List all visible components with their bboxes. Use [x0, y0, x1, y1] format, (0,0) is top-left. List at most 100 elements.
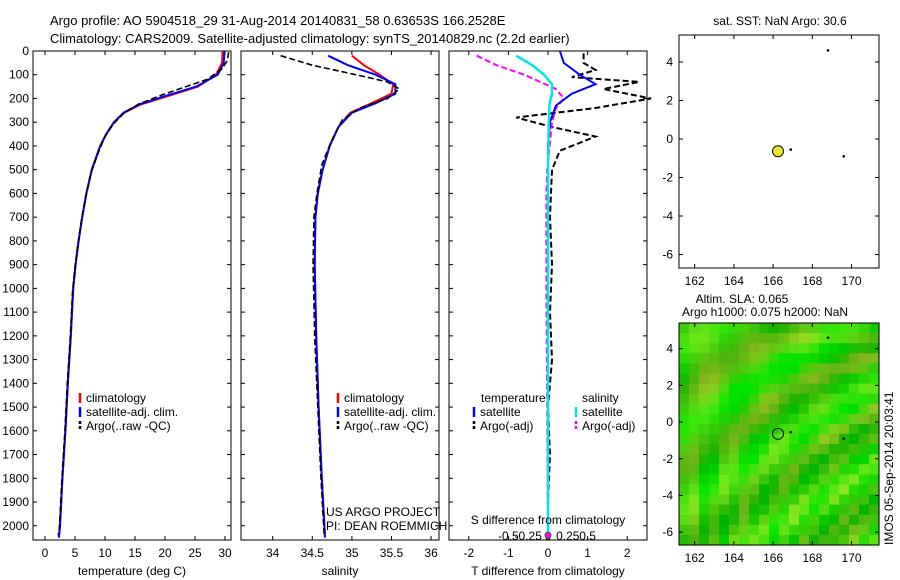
sla-map-sla-cell	[749, 474, 760, 486]
sla-map-sla-cell	[789, 403, 800, 415]
sla-map-sla-cell	[679, 454, 690, 465]
sla-map-sla-cell	[749, 514, 760, 526]
sla-map-sla-cell	[829, 474, 840, 486]
sla-map-sla-cell	[789, 434, 800, 445]
sla-map-sla-cell	[759, 474, 770, 486]
temperature-xtick-label: 20	[158, 546, 172, 560]
sla-map-sla-cell	[699, 514, 710, 526]
sla-map-sla-cell	[849, 413, 860, 425]
sla-map-sla-cell	[819, 504, 830, 516]
difference-panel: -2-1012-0.5-0.2500.250.5temperaturesalin…	[463, 50, 652, 560]
sla-map-sla-cell	[719, 454, 730, 465]
sla-map-sla-cell	[819, 434, 830, 445]
sla-map-sla-cell	[849, 373, 860, 385]
sla-map-sla-cell	[789, 484, 800, 496]
sla-map-sla-cell	[839, 393, 850, 405]
temp-satellite-line	[57, 50, 226, 538]
sla-map-sla-cell	[679, 504, 690, 516]
sal-satellite-line	[313, 54, 397, 538]
sla-map-sla-cell	[799, 524, 810, 536]
depth-tick-label: 200	[9, 91, 29, 105]
sla-map-sla-cell	[819, 373, 830, 385]
sla-map-sla-cell	[689, 343, 700, 354]
sla-map-sla-cell	[849, 434, 860, 445]
sla-map-sla-cell	[849, 353, 860, 364]
difference-xtick-label: 0	[545, 546, 552, 560]
sla-map-sla-cell	[719, 393, 730, 405]
sla-map-sla-cell	[769, 494, 780, 506]
sla-map-sla-cell	[739, 434, 750, 445]
sdiff-label: S difference from climatology	[471, 513, 626, 527]
sla-map-sla-cell	[829, 363, 840, 375]
sla-map-sla-cell	[799, 323, 810, 334]
sla-map-sla-cell	[749, 393, 760, 405]
sla-map-sla-cell	[809, 363, 820, 375]
sla-map-sla-cell	[739, 504, 750, 516]
sla-map-sla-cell	[799, 504, 810, 516]
temperature-xtick-label: 30	[218, 546, 232, 560]
sla-map-sla-cell	[729, 423, 740, 435]
sla-map-sla-cell	[869, 363, 880, 375]
sla-map-sla-cell	[809, 524, 820, 536]
sdiff-tick-label: 0.5	[579, 529, 596, 543]
sla-map-sla-cell	[729, 514, 740, 526]
difference-xtick-label: -2	[463, 546, 474, 560]
depth-tick-label: 1300	[2, 353, 29, 367]
sla-map-float-dot	[789, 430, 793, 434]
sla-map-sla-cell	[759, 393, 770, 405]
depth-tick-label: 500	[9, 163, 29, 177]
diff-legend-temp-title: temperature	[481, 391, 546, 405]
sla-map-sla-cell	[789, 343, 800, 354]
sla-map: 162 164 166 168 170 4 2 0 -2 -4 -6	[662, 322, 880, 565]
sla-map-sla-cell	[739, 333, 750, 344]
sla-map-sla-cell	[799, 484, 810, 496]
sla-map-sla-cell	[869, 403, 880, 415]
sla-map-sla-cell	[819, 393, 830, 405]
sla-map-sla-cell	[859, 333, 870, 344]
sla-map-sla-cell	[869, 373, 880, 385]
sla-map-ytick-label: -2	[662, 452, 673, 466]
sla-map-sla-cell	[809, 454, 820, 465]
sla-map-sla-cell	[759, 524, 770, 536]
sla-map-sla-cell	[719, 373, 730, 385]
salinity-panel-frame	[240, 50, 440, 541]
sla-map-sla-cell	[749, 383, 760, 395]
sla-map-sla-cell	[709, 454, 720, 465]
sla-map-sla-cell	[859, 464, 870, 475]
sla-map-sla-cell	[819, 413, 830, 425]
sla-map-sla-cell	[699, 454, 710, 465]
salinity-panel: 34 34.5 35 35.5 36 climatologysatellite-adj. …	[266, 51, 438, 560]
sla-map-sla-cell	[789, 444, 800, 455]
sla-map-sla-cell	[739, 373, 750, 385]
sla-map-sla-cell	[809, 514, 820, 526]
sla-map-sla-cell	[719, 333, 730, 344]
sla-map-sla-cell	[789, 363, 800, 375]
sla-map-sla-cell	[699, 393, 710, 405]
sla-map-sla-cell	[799, 494, 810, 506]
sla-map-sla-cell	[849, 333, 860, 344]
sla-map-sla-cell	[849, 524, 860, 536]
sla-map-sla-cell	[789, 504, 800, 516]
sla-map-xtick-label: 166	[763, 551, 783, 565]
sla-map-sla-cell	[739, 484, 750, 496]
sla-map-sla-cell	[739, 363, 750, 375]
sla-map-sla-cell	[809, 393, 820, 405]
diff-bottom-marker	[544, 531, 552, 539]
sla-map-sla-cell	[769, 524, 780, 536]
sla-map-sla-cell	[829, 353, 840, 364]
sla-map-sla-cell	[729, 353, 740, 364]
sla-map-sla-cell	[759, 353, 770, 364]
sla-map-sla-cell	[709, 373, 720, 385]
sla-map-sla-cell	[719, 464, 730, 475]
sdiff-tick-label: 0.25	[556, 529, 580, 543]
sla-map-sla-cell	[719, 494, 730, 506]
sla-map-sla-cell	[739, 423, 750, 435]
sla-map-float-dot	[842, 437, 846, 440]
depth-tick-label: 0	[22, 44, 29, 58]
sla-map-sla-cell	[729, 534, 740, 546]
sla-map-sla-cell	[749, 504, 760, 516]
sla-map-sla-cell	[809, 484, 820, 496]
sla-map-sla-cell	[869, 444, 880, 455]
sla-map-sla-cell	[859, 454, 870, 465]
sla-map-sla-cell	[709, 534, 720, 546]
